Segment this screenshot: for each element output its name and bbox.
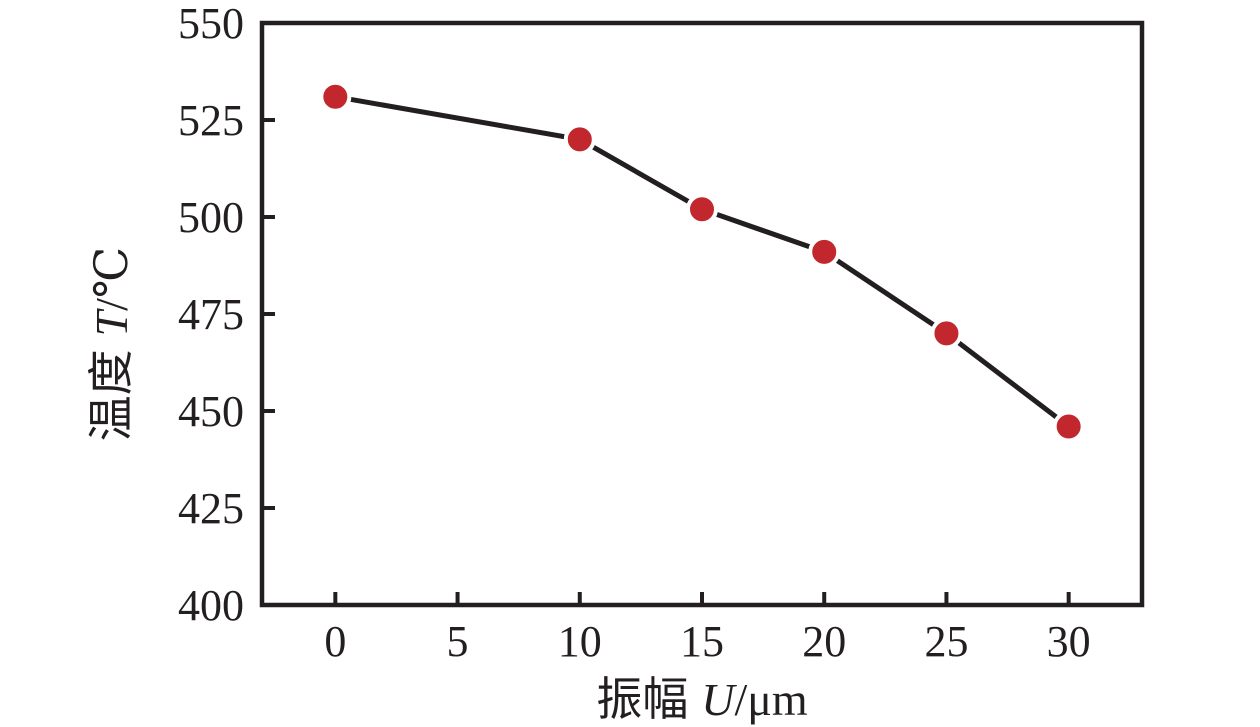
data-line: [334, 94, 1071, 429]
y-axis-label-unit: /℃: [86, 246, 137, 311]
x-axis-label-unit: /μm: [734, 674, 808, 725]
y-axis-label: 温度 T/℃: [75, 247, 141, 442]
data-point-marker: [1052, 410, 1085, 443]
y-tick-label: 450: [178, 387, 244, 436]
x-tick-label: 20: [802, 617, 846, 666]
y-tick-label: 500: [178, 193, 244, 242]
y-axis-label-cjk: 温度: [86, 349, 137, 442]
y-tick-label: 425: [178, 484, 244, 533]
x-axis-label: 振幅 U/μm: [596, 663, 807, 727]
x-axis-label-cjk: 振幅: [596, 674, 689, 725]
y-tick-label: 550: [178, 0, 244, 48]
y-tick-label: 475: [178, 290, 244, 339]
x-tick-label: 5: [447, 617, 469, 666]
plot-frame: [259, 20, 1145, 608]
data-point-marker: [563, 123, 596, 156]
data-point-marker: [808, 235, 841, 268]
x-tick-label: 15: [680, 617, 724, 666]
x-tick-label: 10: [558, 617, 602, 666]
y-tick-label: 400: [178, 581, 244, 630]
data-point-marker: [686, 193, 718, 226]
y-axis-label-symbol: T: [86, 310, 137, 337]
x-tick-label: 0: [324, 617, 346, 666]
x-tick-label: 25: [924, 617, 968, 666]
y-tick-label: 525: [178, 96, 244, 145]
data-point-marker: [930, 317, 963, 350]
data-point-marker: [319, 80, 352, 113]
x-axis-label-symbol: U: [701, 674, 735, 725]
x-tick-label: 30: [1047, 617, 1091, 666]
